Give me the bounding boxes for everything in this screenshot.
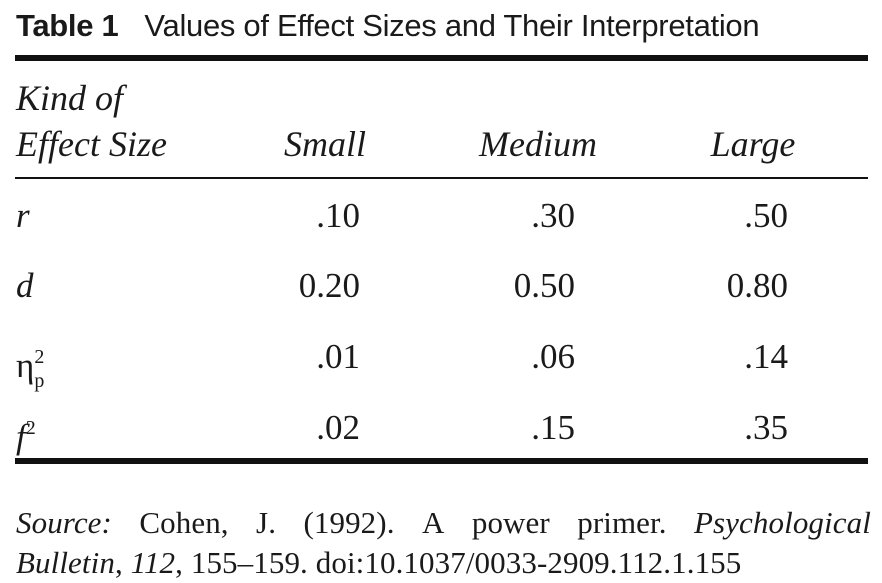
cell-eta-small: .01 (316, 337, 360, 376)
source-word: power (471, 505, 550, 540)
row-label-eta-squared-partial: η2p (16, 337, 44, 401)
row-label-f-squared: f2 (16, 408, 36, 457)
source-word: (1992). (303, 505, 395, 540)
source-word: primer. (577, 505, 667, 540)
journal-name-part2: Bulletin (16, 545, 115, 580)
row-label-d: d (16, 266, 34, 305)
cell-d-small: 0.20 (298, 266, 360, 305)
cell-eta-large: .14 (744, 337, 788, 376)
source-line-1: Source: Cohen, J. (1992). A power primer… (16, 503, 871, 543)
cell-f-large: .35 (744, 408, 788, 447)
f-superscript: 2 (25, 417, 36, 439)
column-header-small: Small (283, 124, 366, 164)
source-line-2: Bulletin, 112, 155–159. doi:10.1037/0033… (16, 545, 742, 580)
source-word: A (421, 505, 445, 540)
cell-d-large: 0.80 (726, 266, 788, 305)
cell-r-large: .50 (744, 196, 788, 235)
eta-symbol: η (16, 346, 35, 385)
journal-name-part1: Psychological (693, 505, 871, 540)
table-number: Table 1 (16, 8, 119, 43)
row-label-r: r (16, 196, 30, 235)
cell-r-medium: .30 (531, 196, 575, 235)
cell-f-small: .02 (316, 408, 360, 447)
eta-subscript: p (34, 370, 45, 392)
cell-d-medium: 0.50 (513, 266, 575, 305)
citation-details: , 155–159. doi:10.1037/0033-2909.112.1.1… (175, 545, 742, 580)
column-header-medium: Medium (479, 124, 597, 164)
bottom-rule (15, 458, 868, 464)
cell-eta-medium: .06 (531, 337, 575, 376)
cell-f-medium: .15 (531, 408, 575, 447)
source-note: Source: Cohen, J. (1992). A power primer… (16, 503, 871, 583)
stub-header-line2: Effect Size (16, 124, 167, 164)
table-caption: Table 1 Values of Effect Sizes and Their… (16, 4, 760, 48)
source-word: Cohen, (139, 505, 229, 540)
f-symbol: f (16, 417, 26, 456)
source-word: J. (256, 505, 277, 540)
source-prefix: Source: (16, 505, 112, 540)
table-title: Values of Effect Sizes and Their Interpr… (144, 8, 760, 43)
cell-r-small: .10 (316, 196, 360, 235)
journal-volume: 112 (130, 545, 176, 580)
eta-superscript: 2 (34, 346, 45, 368)
top-rule (15, 55, 868, 61)
column-header-large: Large (710, 124, 796, 164)
header-rule (15, 177, 868, 179)
stub-header-line1: Kind of (16, 78, 124, 118)
